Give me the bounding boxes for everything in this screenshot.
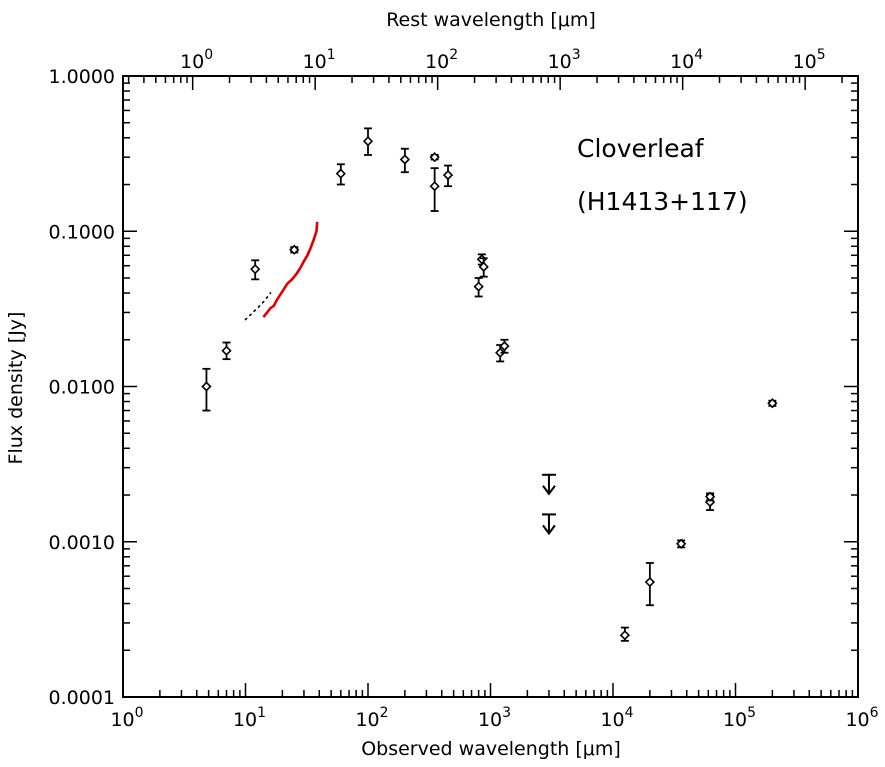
spectrum-line [262, 221, 319, 318]
data-point [201, 367, 212, 412]
x2-tick-label: 103 [548, 47, 581, 73]
x-tick-label: 101 [233, 705, 266, 731]
data-point [399, 147, 411, 174]
y-tick-label: 0.0100 [49, 377, 115, 399]
x2-tick-label: 102 [425, 47, 458, 73]
data-point [704, 491, 716, 502]
x2-tick-label: 101 [303, 47, 336, 73]
x-tick-label: 100 [110, 705, 143, 731]
y-tick-label: 0.0010 [49, 532, 115, 554]
x-tick-label: 103 [478, 705, 511, 731]
data-point [429, 152, 440, 163]
y-axis-title: Flux density [Jy] [5, 312, 27, 465]
annotation-object-id: (H1413+117) [577, 187, 748, 216]
annotation-object-name: Cloverleaf [577, 134, 705, 163]
data-point [478, 257, 489, 278]
data-point [473, 277, 484, 298]
upper-limit-arrow [541, 513, 556, 536]
data-point [442, 164, 454, 188]
x2-tick-label: 104 [670, 47, 703, 73]
x2-tick-label: 100 [180, 47, 213, 73]
y-tick-label: 0.1000 [49, 221, 115, 243]
data-point [429, 167, 440, 212]
data-point [499, 338, 510, 354]
x-axis-title: Observed wavelength [μm] [361, 738, 621, 760]
data-point [221, 341, 232, 361]
data-point [250, 259, 261, 281]
ticks-layer [122, 75, 859, 698]
data-point [289, 244, 300, 255]
data-point [362, 127, 374, 156]
data-point [676, 538, 687, 549]
y-tick-label: 0.0001 [49, 687, 115, 709]
data-layer [201, 127, 778, 642]
x2-tick-label: 105 [793, 47, 826, 73]
data-point [619, 626, 631, 642]
data-point [644, 562, 656, 607]
x2-axis-title: Rest wavelength [μm] [386, 9, 596, 31]
data-point [767, 398, 778, 409]
x-tick-label: 104 [600, 705, 633, 731]
x-tick-label: 105 [723, 705, 756, 731]
x-tick-label: 102 [355, 705, 388, 731]
y-tick-label: 1.0000 [49, 66, 115, 88]
data-point [335, 163, 346, 186]
tick-labels-layer: 100 101 102 103 104 105 106 100 101 102 103 104 105 1… [49, 47, 879, 731]
dotted-line [244, 292, 272, 321]
upper-limit-arrow [541, 473, 556, 496]
x-tick-label: 106 [845, 705, 878, 731]
